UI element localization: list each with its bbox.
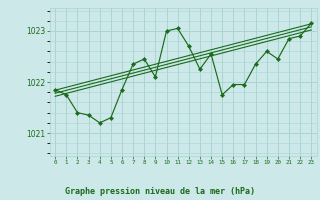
Text: Graphe pression niveau de la mer (hPa): Graphe pression niveau de la mer (hPa) xyxy=(65,187,255,196)
